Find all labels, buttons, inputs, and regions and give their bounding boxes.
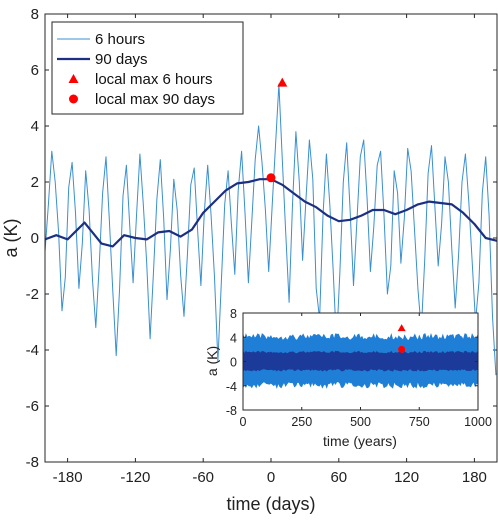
inset-x-axis: 0 250 500 750 1000 xyxy=(240,313,492,429)
main-y-tick-label: 0 xyxy=(31,230,39,247)
inset-marker-local-max-90-days xyxy=(398,345,406,353)
inset-marker-local-max-6-hours xyxy=(397,324,406,332)
main-y-tick-label: 8 xyxy=(31,6,39,23)
inset-x-axis-label: time (years) xyxy=(323,433,397,449)
inset-x-tick-label: 1000 xyxy=(464,415,492,429)
inset-series-group xyxy=(242,324,479,389)
legend-label-local-max-6-hours: local max 6 hours xyxy=(95,71,213,88)
main-y-tick-label: 2 xyxy=(31,174,39,191)
marker-local-max-90-days xyxy=(266,173,276,183)
legend-marker-local-max-6-hours xyxy=(68,74,79,83)
inset-x-tick-label: 500 xyxy=(350,415,371,429)
main-x-tick-label: -60 xyxy=(192,469,214,486)
main-x-tick-label: 120 xyxy=(394,469,419,486)
main-x-tick-label: -180 xyxy=(53,469,83,486)
inset-y-tick-label: 4 xyxy=(230,331,237,345)
legend: 6 hours 90 days local max 6 hours local … xyxy=(51,21,244,115)
inset-y-axis-label: a (K) xyxy=(204,346,220,376)
inset-x-tick-label: 0 xyxy=(240,415,247,429)
main-y-tick-label: 4 xyxy=(31,118,39,135)
inset-y-tick-label: -4 xyxy=(226,380,237,394)
main-x-tick-label: -120 xyxy=(120,469,150,486)
inset-plot-frame xyxy=(242,312,479,411)
main-y-tick-label: -4 xyxy=(26,342,39,359)
main-y-axis: -8 -6 -4 -2 0 2 4 6 8 xyxy=(26,6,497,471)
main-plot-frame xyxy=(44,13,498,463)
main-y-tick-label: -8 xyxy=(26,454,39,471)
main-x-tick-label: 180 xyxy=(462,469,487,486)
series-line-90-days xyxy=(44,178,498,248)
legend-marker-local-max-90-days xyxy=(69,94,78,104)
main-x-tick-label: 60 xyxy=(330,469,347,486)
legend-box xyxy=(51,21,244,115)
inset-y-tick-label: 0 xyxy=(230,356,237,370)
main-x-axis-label: time (days) xyxy=(226,494,315,514)
legend-label-local-max-90-days: local max 90 days xyxy=(95,91,215,108)
inset-band-90-days-band xyxy=(242,350,479,372)
main-x-axis: -180 -120 -60 0 60 120 180 xyxy=(53,14,487,486)
main-y-axis-label: a (K) xyxy=(1,218,21,257)
legend-label-6-hours: 6 hours xyxy=(95,31,145,48)
inset-x-tick-label: 250 xyxy=(291,415,312,429)
inset-chart: -8 -4 0 4 8 0 250 500 750 1000 time (years) a (K… xyxy=(204,307,492,449)
main-y-tick-label: -2 xyxy=(26,286,39,303)
inset-x-tick-label: 750 xyxy=(409,415,430,429)
legend-label-90-days: 90 days xyxy=(95,51,148,68)
inset-y-tick-label: 8 xyxy=(230,307,237,321)
marker-local-max-6-hours xyxy=(277,77,288,87)
main-x-tick-label: 0 xyxy=(267,469,275,486)
main-y-tick-label: -6 xyxy=(26,398,39,415)
inset-y-tick-label: -8 xyxy=(226,404,237,418)
main-y-tick-label: 6 xyxy=(31,62,39,79)
